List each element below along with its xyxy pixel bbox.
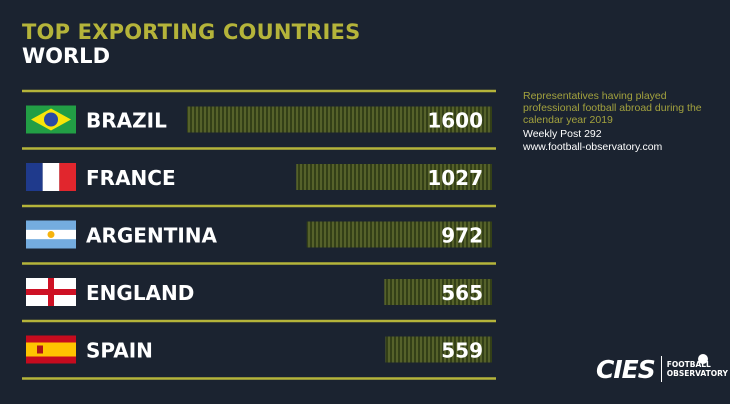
logo-subtitle: FOOTBALL OBSERVATORY [667, 360, 728, 378]
england-flag [26, 278, 76, 306]
category-label: FRANCE [86, 166, 176, 190]
flag-red [59, 163, 76, 191]
bar [384, 279, 492, 305]
argentina-flag [26, 220, 76, 249]
brazil-flag [26, 105, 76, 134]
category-label: ARGENTINA [86, 224, 218, 248]
source-url[interactable]: www.football-observatory.com [523, 141, 663, 153]
weekly-post-label: Weekly Post 292 [523, 128, 602, 140]
bar [385, 336, 492, 363]
value-label: 1600 [427, 109, 483, 133]
source-info: Weekly Post 292 www.football-observatory… [523, 128, 723, 154]
value-label: 972 [441, 224, 483, 248]
france-flag [26, 163, 76, 191]
flag-emblem [37, 345, 43, 354]
flag-sun [47, 231, 55, 238]
category-label: BRAZIL [86, 109, 167, 133]
value-label: 1027 [427, 166, 483, 190]
chart-description: Representatives having played profession… [523, 90, 702, 126]
flag-stripe [26, 342, 76, 357]
logo-line-1: FOOTBALL [666, 360, 711, 369]
logo-line-2: OBSERVATORY [666, 369, 728, 378]
value-label: 559 [441, 339, 483, 363]
bar [306, 221, 492, 248]
flag-cross-h [26, 289, 76, 295]
flag-white [42, 163, 60, 191]
cies-logo: CIES FOOTBALL OBSERVATORY [596, 352, 728, 386]
bar [296, 164, 492, 190]
flag-blue [26, 163, 43, 191]
bar-row: SPAIN 559 [26, 335, 492, 364]
flag-globe [44, 112, 58, 127]
value-label: 565 [441, 281, 483, 305]
bar-row: ARGENTINA 972 [26, 220, 492, 249]
spain-flag [26, 335, 76, 364]
bar-row: BRAZIL 1600 [26, 105, 492, 134]
logo-divider [660, 356, 662, 382]
category-label: ENGLAND [86, 281, 194, 305]
chart-subtitle: WORLD [22, 44, 110, 68]
bar-row: FRANCE 1027 [26, 163, 492, 191]
bar [187, 106, 492, 133]
football-icon [698, 354, 708, 364]
category-label: SPAIN [86, 339, 153, 363]
bar-row: ENGLAND 565 [26, 278, 492, 306]
logo-brand: CIES [596, 354, 656, 384]
chart-title: TOP EXPORTING COUNTRIES [22, 20, 361, 44]
